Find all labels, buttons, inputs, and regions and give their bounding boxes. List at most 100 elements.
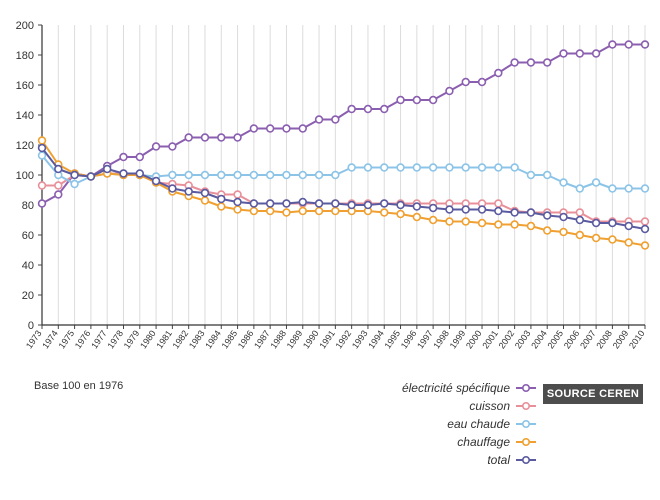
data-point bbox=[494, 68, 503, 78]
legend-label: cuisson bbox=[469, 399, 510, 413]
data-point bbox=[624, 40, 633, 49]
data-point bbox=[331, 206, 340, 216]
y-tick-label: 160 bbox=[16, 80, 34, 92]
base-note: Base 100 en 1976 bbox=[34, 380, 124, 392]
data-point bbox=[543, 211, 552, 220]
x-tick-label: 1982 bbox=[171, 328, 191, 350]
data-point bbox=[37, 199, 47, 208]
data-point bbox=[575, 184, 585, 193]
data-point bbox=[428, 215, 438, 225]
y-tick-label: 120 bbox=[16, 140, 34, 152]
data-point bbox=[494, 199, 503, 208]
data-point bbox=[314, 115, 324, 124]
y-tick-label: 0 bbox=[28, 320, 34, 332]
data-point bbox=[70, 179, 79, 189]
y-tick-label: 40 bbox=[22, 260, 34, 272]
data-point bbox=[151, 142, 161, 151]
data-point bbox=[510, 163, 519, 172]
data-point bbox=[428, 203, 438, 213]
data-point bbox=[510, 220, 519, 229]
x-tick-label: 1999 bbox=[448, 328, 468, 350]
data-point bbox=[217, 202, 226, 211]
legend-swatch-icon bbox=[516, 455, 536, 465]
data-point bbox=[494, 206, 503, 216]
data-point bbox=[233, 205, 242, 214]
legend-swatch-icon bbox=[516, 437, 536, 447]
x-tick-label: 1997 bbox=[415, 328, 435, 350]
data-point bbox=[200, 196, 210, 205]
data-point bbox=[54, 164, 63, 174]
data-point bbox=[151, 176, 161, 186]
data-point bbox=[102, 164, 112, 174]
data-point bbox=[331, 115, 340, 124]
data-point bbox=[559, 212, 568, 222]
data-point bbox=[461, 163, 470, 172]
data-point bbox=[575, 215, 585, 225]
data-point bbox=[608, 184, 617, 193]
legend-item: total bbox=[300, 452, 536, 470]
data-point bbox=[396, 95, 405, 105]
x-tick-label: 2010 bbox=[627, 328, 647, 350]
data-point bbox=[314, 170, 324, 180]
y-tick-label: 140 bbox=[16, 110, 34, 122]
x-tick-label: 1983 bbox=[187, 328, 207, 350]
data-point bbox=[412, 202, 422, 211]
data-point bbox=[282, 199, 291, 208]
data-point bbox=[445, 217, 454, 226]
data-point bbox=[119, 169, 128, 178]
data-point bbox=[314, 206, 324, 216]
data-point bbox=[249, 199, 259, 208]
legend-item: électricité spécifique bbox=[300, 380, 536, 398]
data-point bbox=[217, 194, 226, 204]
data-point bbox=[233, 170, 242, 180]
data-point bbox=[54, 181, 63, 190]
x-tick-label: 1975 bbox=[57, 328, 77, 350]
data-point bbox=[477, 205, 487, 214]
data-point bbox=[396, 209, 405, 219]
series-group bbox=[37, 136, 650, 250]
x-tick-label: 2004 bbox=[529, 328, 549, 350]
data-point bbox=[54, 190, 63, 199]
data-point bbox=[477, 163, 487, 172]
x-tick-label: 1993 bbox=[350, 328, 370, 350]
x-tick-label: 2008 bbox=[594, 328, 614, 350]
data-point bbox=[298, 124, 307, 133]
data-point bbox=[184, 133, 193, 142]
data-point bbox=[119, 152, 128, 162]
series-group bbox=[37, 40, 650, 208]
y-tick-label: 20 bbox=[22, 290, 34, 302]
x-tick-label: 1979 bbox=[122, 328, 142, 350]
axes bbox=[38, 24, 646, 329]
data-point bbox=[591, 233, 601, 243]
data-point bbox=[445, 86, 454, 96]
legend-item: cuisson bbox=[300, 398, 536, 416]
x-tick-label: 1987 bbox=[252, 328, 272, 350]
data-point bbox=[428, 163, 438, 172]
x-tick-label: 1994 bbox=[366, 328, 386, 350]
data-point bbox=[249, 206, 259, 216]
data-point bbox=[37, 151, 47, 160]
series-line bbox=[41, 43, 645, 205]
series-group bbox=[37, 151, 650, 193]
data-point bbox=[412, 212, 422, 222]
data-point bbox=[135, 169, 144, 178]
data-point bbox=[233, 133, 242, 142]
data-point bbox=[37, 143, 47, 153]
data-point bbox=[249, 124, 259, 133]
data-point bbox=[494, 220, 503, 229]
y-tick-label: 100 bbox=[16, 170, 34, 182]
data-point bbox=[298, 197, 307, 207]
x-tick-label: 2005 bbox=[545, 328, 565, 350]
data-point bbox=[526, 208, 536, 217]
series-line bbox=[42, 172, 645, 223]
x-tick-label: 1988 bbox=[268, 328, 288, 350]
x-tick-label: 1974 bbox=[40, 328, 60, 350]
data-point bbox=[428, 95, 438, 105]
data-point bbox=[608, 235, 617, 244]
data-point bbox=[265, 206, 275, 216]
x-tick-label: 1992 bbox=[334, 328, 354, 350]
data-point bbox=[591, 218, 601, 228]
data-point bbox=[168, 184, 177, 193]
x-tick-label: 1990 bbox=[301, 328, 321, 350]
